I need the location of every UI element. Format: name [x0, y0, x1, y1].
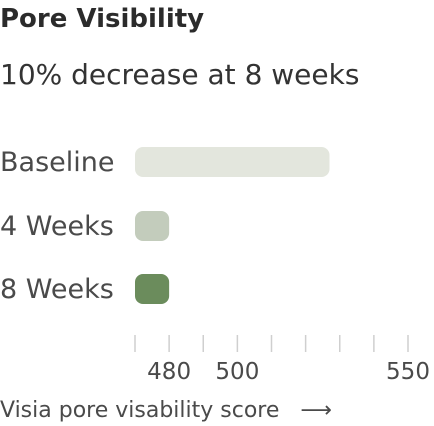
category-label-1: 4 Weeks [0, 211, 114, 242]
category-label-2: 8 Weeks [0, 274, 114, 305]
bar-1 [135, 211, 170, 241]
bar-2 [135, 274, 170, 304]
x-axis-arrow: ⟶ [300, 398, 332, 423]
x-tick-label-1: 480 [147, 359, 191, 385]
x-tick-label-3: 500 [215, 359, 259, 385]
chart-subtitle: 10% decrease at 8 weeks [0, 58, 360, 91]
x-tick-label-8: 550 [386, 359, 430, 385]
chart-title: Pore Visibility [0, 4, 205, 34]
x-axis-label: Visia pore visability score ⟶ [0, 398, 332, 423]
bar-0 [135, 147, 330, 177]
x-axis-label-text: Visia pore visability score [0, 398, 279, 423]
category-label-0: Baseline [0, 147, 114, 178]
